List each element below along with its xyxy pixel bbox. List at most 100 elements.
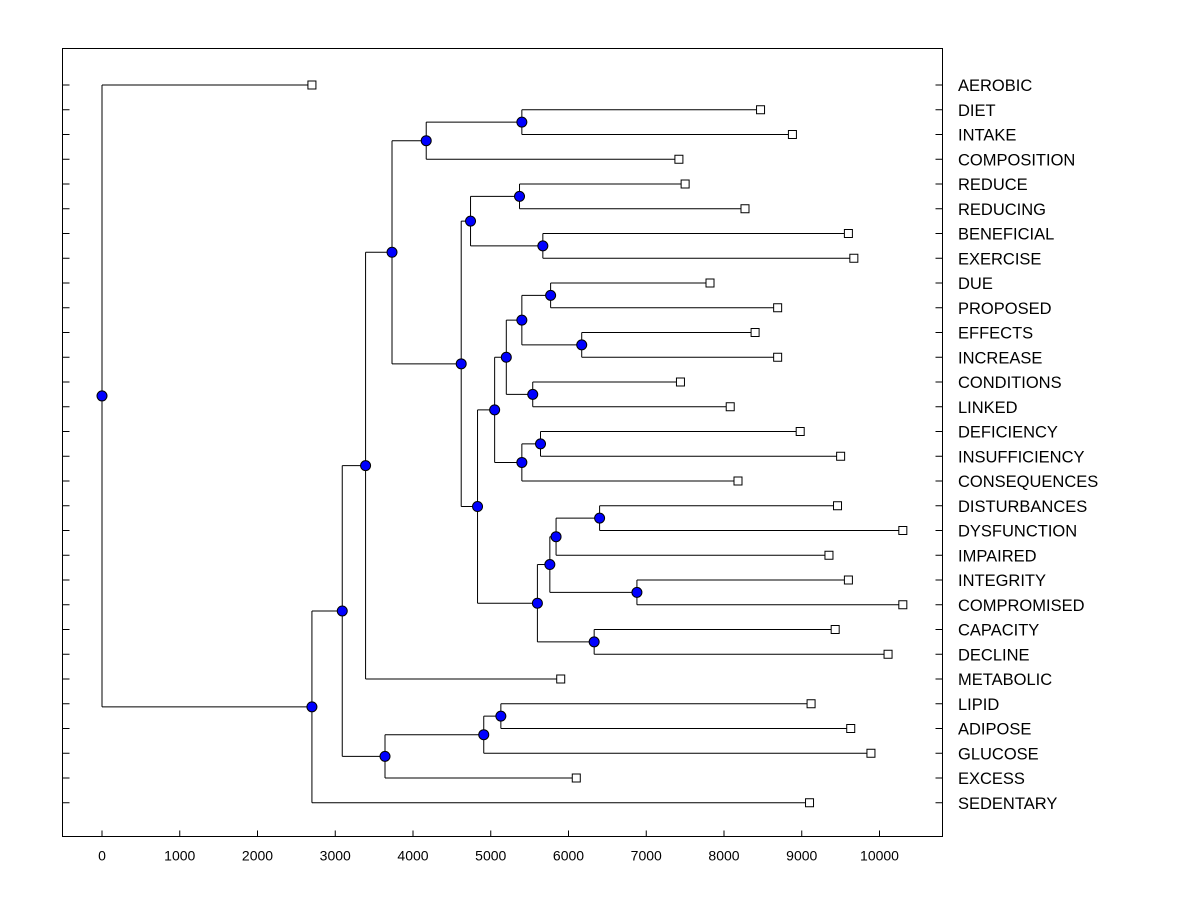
x-tick-label: 8000 (708, 848, 739, 864)
leaf-marker-composition (674, 154, 684, 164)
leaf-marker-glucose (866, 748, 876, 758)
node-marker-n2 (420, 135, 432, 147)
node-marker-n4 (537, 240, 549, 252)
leaf-marker-capacity (830, 625, 840, 634)
x-tick-label: 0 (98, 848, 106, 864)
node-marker-n3 (514, 190, 526, 202)
leaf-marker-beneficial (843, 229, 853, 238)
leaf-marker-proposed (773, 303, 783, 313)
node-marker-n7 (576, 339, 588, 351)
leaf-label-excess: EXCESS (958, 770, 1025, 788)
node-marker-n16 (631, 586, 643, 598)
leaf-label-impaired: IMPAIRED (958, 547, 1037, 565)
dendrogram-branches (101, 84, 903, 804)
leaf-label-intake: INTAKE (958, 127, 1016, 145)
leaf-marker-adipose (846, 724, 856, 733)
leaf-label-aerobic: AEROBIC (958, 77, 1032, 95)
leaf-marker-lipid (806, 699, 816, 709)
leaf-marker-conditions (675, 377, 685, 387)
node-marker-n9 (527, 388, 539, 400)
leaf-labels: AEROBIC DIET INTAKE COMPOSITION REDUCE REDUCI… (958, 77, 1098, 813)
plot-frame (62, 48, 943, 837)
node-marker-n14 (594, 512, 606, 524)
leaf-label-exercise: EXERCISE (958, 250, 1041, 268)
leaf-label-reducing: REDUCING (958, 201, 1046, 219)
leaf-label-compromised: COMPROMISED (958, 597, 1085, 615)
leaf-markers (307, 80, 908, 808)
leaf-marker-disturbances (833, 501, 843, 511)
leaf-label-beneficial: BENEFICIAL (958, 226, 1054, 244)
leaf-label-dysfunction: DYSFUNCTION (958, 523, 1077, 541)
leaf-label-adipose: ADIPOSE (958, 721, 1031, 739)
node-marker-n18 (588, 636, 600, 648)
leaf-marker-aerobic (307, 80, 317, 90)
node-marker-n19 (531, 597, 543, 609)
leaf-marker-effects (750, 328, 760, 337)
x-tick-label: 1000 (164, 848, 195, 864)
leaf-label-consequences: CONSEQUENCES (958, 473, 1098, 491)
leaf-marker-diet (756, 105, 766, 115)
node-marker-n26 (379, 750, 391, 762)
node-marker-n24 (495, 710, 507, 722)
x-tick-label: 2000 (242, 848, 273, 864)
leaf-marker-metabolic (556, 674, 566, 684)
leaf-marker-due (705, 278, 715, 288)
leaf-marker-insufficiency (836, 451, 846, 461)
leaf-label-reduce: REDUCE (958, 176, 1028, 194)
leaf-marker-intake (787, 130, 797, 139)
node-markers (96, 116, 643, 762)
node-marker-n23 (360, 460, 372, 472)
leaf-label-conditions: CONDITIONS (958, 374, 1062, 392)
leaf-label-glucose: GLUCOSE (958, 745, 1039, 763)
leaf-marker-linked (725, 402, 735, 412)
leaf-label-capacity: CAPACITY (958, 622, 1039, 640)
x-tick-label: 3000 (320, 848, 351, 864)
x-tick-label: 6000 (553, 848, 584, 864)
node-marker-n21 (455, 358, 467, 370)
leaf-label-increase: INCREASE (958, 349, 1042, 367)
node-marker-n25 (478, 729, 490, 741)
leaf-label-diet: DIET (958, 102, 996, 120)
x-tick-label: 7000 (631, 848, 662, 864)
leaf-label-integrity: INTEGRITY (958, 572, 1046, 590)
leaf-label-insufficiency: INSUFFICIENCY (958, 448, 1085, 466)
x-tick-label: 5000 (475, 848, 506, 864)
leaf-marker-increase (773, 352, 783, 362)
leaf-label-lipid: LIPID (958, 696, 999, 714)
node-marker-n5 (465, 215, 477, 227)
node-marker-n28 (306, 701, 318, 713)
leaf-label-decline: DECLINE (958, 646, 1030, 664)
leaf-label-linked: LINKED (958, 399, 1018, 417)
node-marker-n11 (535, 438, 547, 450)
leaf-marker-reducing (740, 204, 750, 214)
node-marker-n10 (500, 351, 512, 363)
leaf-label-disturbances: DISTURBANCES (958, 498, 1087, 516)
node-marker-n8 (516, 314, 528, 326)
node-marker-n20 (472, 501, 484, 513)
x-tick-label: 4000 (397, 848, 428, 864)
leaf-marker-excess (571, 773, 581, 783)
leaf-marker-decline (883, 649, 893, 659)
node-marker-n1 (516, 116, 528, 128)
leaf-marker-exercise (849, 253, 859, 263)
leaf-marker-reduce (680, 179, 690, 189)
leaf-marker-deficiency (795, 427, 805, 436)
node-marker-n15 (550, 531, 562, 543)
leaf-label-sedentary: SEDENTARY (958, 795, 1057, 813)
leaf-marker-dysfunction (898, 526, 908, 535)
x-tick-label: 10000 (860, 848, 899, 864)
y-axis-ticks (62, 84, 943, 804)
leaf-marker-sedentary (805, 798, 815, 808)
leaf-label-deficiency: DEFICIENCY (958, 424, 1058, 442)
x-axis: 0 1000 2000 3000 4000 5000 6000 7000 8000 9000 100… (98, 830, 899, 864)
leaf-marker-impaired (824, 550, 834, 560)
leaf-label-due: DUE (958, 275, 993, 293)
node-marker-n12 (516, 456, 528, 468)
leaf-marker-consequences (733, 476, 743, 486)
node-marker-n6 (545, 289, 557, 301)
leaf-marker-compromised (898, 600, 908, 610)
node-marker-n17 (544, 559, 556, 571)
leaf-label-metabolic: METABOLIC (958, 671, 1052, 689)
node-marker-n29 (96, 390, 108, 402)
